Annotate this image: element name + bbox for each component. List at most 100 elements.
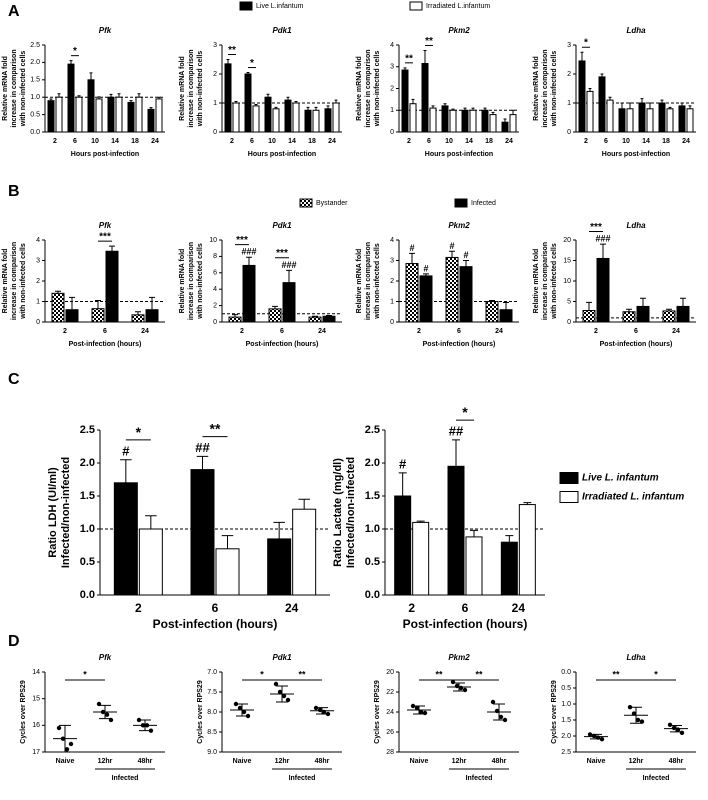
significance-mark: #: [409, 243, 414, 253]
y-tick-label: 2.0: [561, 733, 571, 740]
y-tick-label: 24: [386, 709, 394, 716]
error-bar: [55, 290, 61, 294]
error-bar: [196, 455, 209, 470]
x-tick-label: 2: [584, 138, 588, 145]
bar: [322, 315, 336, 323]
x-tick-label: 10: [91, 138, 99, 145]
significance-label: *: [250, 58, 254, 69]
y-tick-label: 1.0: [365, 523, 380, 535]
chart-title: Pkm2: [448, 653, 470, 662]
chart-title: Pfk: [99, 221, 112, 230]
error-bar: [226, 59, 230, 64]
legend-label: Live L.infantum: [256, 3, 304, 10]
x-axis-title: Hours post-infection: [71, 151, 139, 158]
chart-title: Ldha: [626, 653, 646, 662]
y-tick-label: 2: [390, 278, 394, 285]
panel-label: C: [8, 371, 20, 388]
legend-swatch: [454, 198, 468, 208]
error-bar: [97, 96, 101, 99]
x-tick-label: 18: [485, 138, 493, 145]
x-tick-label: 10: [622, 138, 630, 145]
x-tick-label: 12hr: [452, 758, 467, 765]
y-tick-label: 22: [386, 689, 394, 696]
error-bar: [503, 118, 507, 123]
bar: [469, 109, 477, 133]
y-tick-label: 26: [386, 729, 394, 736]
x-tick-label: 14: [111, 138, 119, 145]
y-axis-title: Relative mRNA fold: [356, 56, 363, 121]
y-tick-label: 16: [32, 722, 40, 729]
x-tick-label: 6: [457, 328, 461, 335]
x-tick-label: 2: [63, 328, 67, 335]
bar: [332, 102, 340, 133]
error-bar: [398, 472, 407, 496]
bar: [215, 548, 240, 596]
bar: [272, 108, 280, 133]
y-tick-label: 0: [213, 129, 217, 136]
y-tick-label: 0: [36, 319, 40, 326]
x-tick-label: 48hr: [669, 758, 684, 765]
data-point: [631, 711, 637, 716]
significance-label: **: [298, 669, 306, 679]
significance-label: **: [612, 669, 620, 679]
y-tick-label: 0.5: [80, 556, 95, 568]
significance-label: **: [425, 36, 433, 47]
chart-title: Pdk1: [272, 26, 292, 35]
sd-bar: [493, 703, 505, 721]
bar: [232, 102, 240, 133]
error-bar: [137, 93, 141, 98]
x-tick-label: 2: [230, 138, 234, 145]
data-point: [635, 717, 641, 723]
bar: [47, 100, 55, 133]
error-bar: [234, 101, 238, 103]
error-bar: [109, 93, 113, 98]
error-bar: [286, 96, 290, 101]
y-tick-label: 20: [563, 237, 571, 244]
x-axis-title: Hours post-infection: [248, 151, 316, 158]
error-bar: [89, 72, 93, 80]
bar: [499, 309, 513, 323]
x-axis-title: Hours post-infection: [602, 151, 670, 158]
significance-mark: #: [399, 457, 407, 472]
x-tick-label: 6: [212, 601, 219, 615]
y-axis-title: with non-infected cells: [551, 243, 558, 320]
error-bar: [452, 439, 460, 467]
y-tick-label: 10: [209, 237, 217, 244]
group-label: Infected: [466, 775, 493, 782]
data-point: [462, 687, 468, 693]
y-tick-label: 2.5: [365, 424, 380, 436]
error-bar: [403, 67, 407, 71]
chart-title: Pkm2: [448, 221, 470, 230]
y-tick-label: 2.0: [80, 457, 95, 469]
y-axis-title: Relative mRNA fold: [2, 56, 9, 121]
error-bar: [423, 273, 429, 276]
error-bar: [626, 308, 632, 312]
bar: [509, 114, 517, 133]
bar: [401, 69, 409, 133]
y-axis-title: increase in comparison: [365, 242, 372, 320]
error-bar: [511, 109, 515, 115]
y-tick-label: 15: [32, 696, 40, 703]
y-tick-label: 14: [32, 669, 40, 676]
bar: [268, 308, 282, 323]
bar: [481, 109, 489, 133]
y-tick-label: 6: [213, 270, 217, 277]
bar: [292, 508, 317, 596]
legend-swatch: [299, 198, 313, 208]
error-bar: [312, 315, 318, 318]
significance-mark: #: [449, 241, 454, 251]
y-tick-label: 15: [563, 257, 571, 264]
y-tick-label: 8.0: [207, 709, 217, 716]
y-tick-label: 0.5: [30, 111, 40, 118]
bar: [228, 316, 242, 323]
y-tick-label: 0: [390, 129, 394, 136]
x-tick-label: 48hr: [492, 758, 507, 765]
error-bar: [246, 256, 252, 266]
x-tick-label: 48hr: [138, 758, 153, 765]
bar: [646, 108, 654, 133]
error-bar: [157, 96, 161, 99]
sd-bar: [316, 707, 328, 715]
bar: [264, 96, 272, 133]
bar: [145, 309, 159, 323]
legend-label: Irradiated L. infantum: [582, 492, 684, 503]
